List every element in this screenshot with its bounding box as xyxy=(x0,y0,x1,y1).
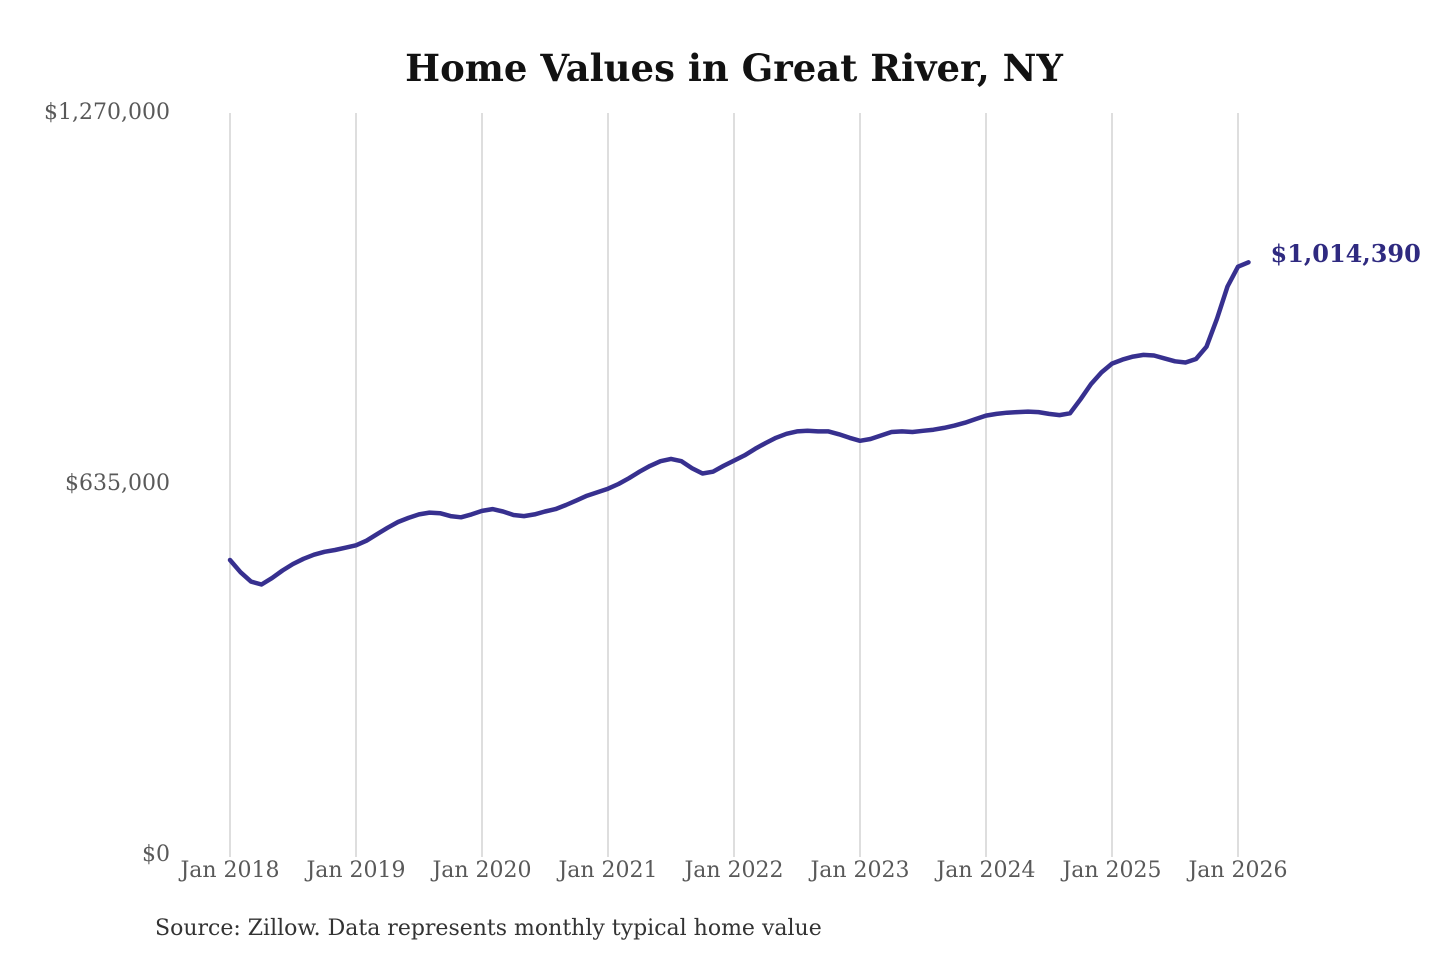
latest-value-label: $1,014,390 xyxy=(1270,239,1421,269)
home-value-line xyxy=(227,260,1251,587)
chart-title: Home Values in Great River, NY xyxy=(405,46,1063,90)
source-note: Source: Zillow. Data represents monthly … xyxy=(155,916,822,941)
